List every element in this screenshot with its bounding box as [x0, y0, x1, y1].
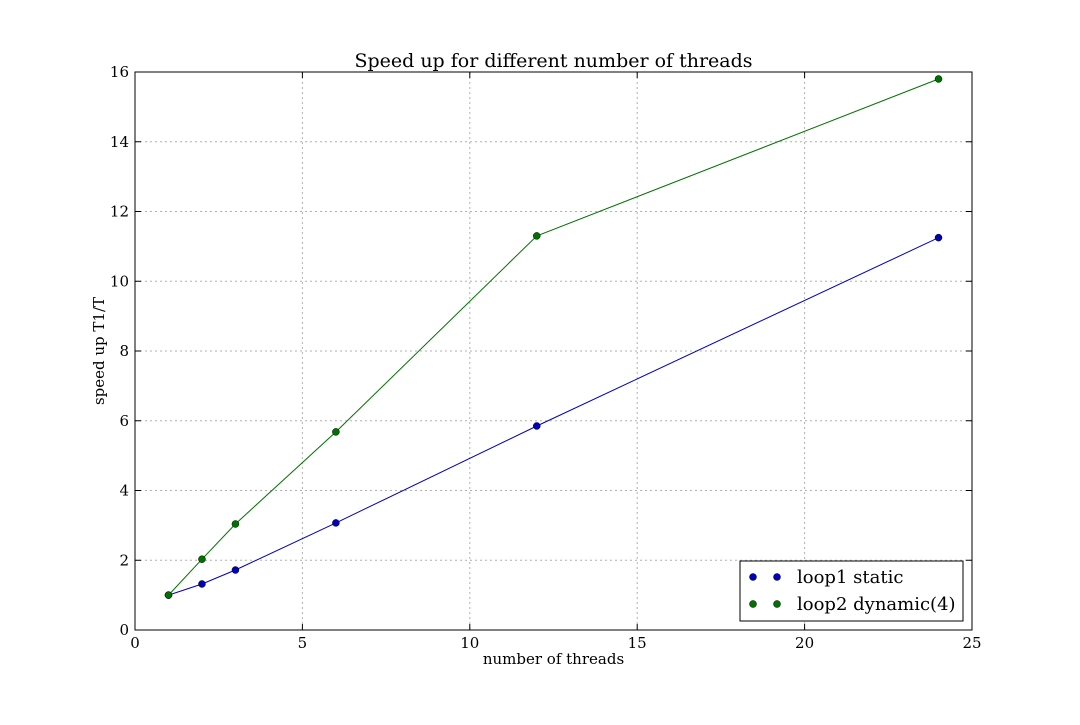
legend-marker	[749, 573, 757, 581]
y-tick-label: 6	[119, 412, 129, 430]
series-2-point	[934, 75, 943, 83]
y-axis-label: speed up T1/T	[90, 297, 108, 405]
y-tick-label: 2	[119, 551, 129, 569]
series-2-point	[533, 232, 541, 240]
x-tick-label: 25	[962, 634, 981, 652]
series-2-point	[231, 520, 240, 528]
legend-marker	[749, 600, 757, 608]
legend-marker	[773, 600, 781, 608]
series-1-point	[934, 233, 943, 242]
y-tick-label: 4	[119, 482, 129, 500]
y-tick-label: 8	[119, 342, 129, 360]
legend-box	[739, 560, 964, 622]
y-tick-label: 12	[110, 203, 129, 221]
legend: loop1 static loop2 dynamic(4)	[739, 560, 964, 622]
y-tick-label: 0	[119, 621, 129, 639]
legend-marker	[773, 573, 781, 581]
y-tick-label: 16	[110, 63, 129, 81]
grid-layer	[134, 71, 973, 631]
series-1-point	[332, 519, 340, 527]
series-1-point	[198, 580, 206, 588]
series-2-point	[198, 555, 206, 563]
series-layer	[164, 75, 943, 599]
x-axis-label: number of threads	[483, 650, 624, 668]
x-tick-label: 5	[298, 634, 308, 652]
x-tick-label: 10	[460, 634, 479, 652]
series-1-point	[231, 566, 240, 574]
legend-label: loop1 static	[797, 567, 903, 588]
legend-entry-loop2: loop2 dynamic(4)	[749, 594, 956, 615]
series-1-point	[533, 422, 541, 430]
legend-entry-loop1: loop1 static	[749, 567, 903, 588]
y-tick-label: 10	[110, 272, 129, 290]
legend-label: loop2 dynamic(4)	[797, 594, 956, 615]
ticks-layer: 0 5 10 15 20 25 0 2 4 6 8 10 12 14 16	[110, 63, 982, 652]
series-2-point	[332, 428, 340, 436]
series-1-line	[168, 237, 939, 596]
chart-title: Speed up for different number of threads	[354, 50, 752, 72]
x-tick-label: 0	[130, 634, 140, 652]
series-2-line	[168, 78, 939, 596]
x-tick-label: 20	[795, 634, 814, 652]
series-2-point	[164, 591, 173, 599]
x-tick-label: 15	[628, 634, 647, 652]
y-tick-label: 14	[110, 133, 129, 151]
